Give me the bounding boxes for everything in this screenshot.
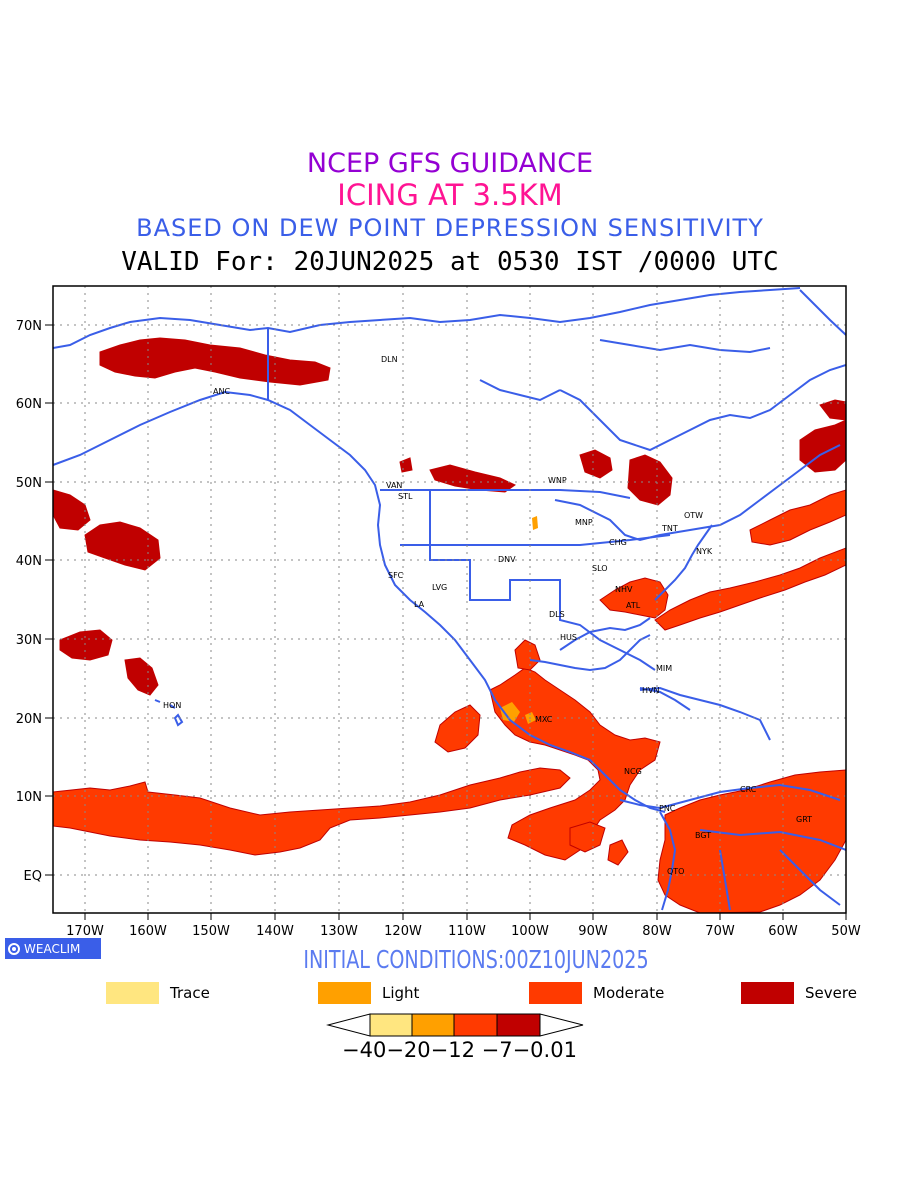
- colorbar-box-moderate: [453, 1013, 498, 1037]
- city-label: HUS: [560, 633, 577, 642]
- city-label: GRT: [796, 815, 812, 824]
- city-label: MIM: [656, 664, 672, 673]
- colorbar-box-trace: [369, 1013, 413, 1037]
- lon-label: 50W: [831, 924, 861, 939]
- city-label: CRC: [740, 785, 757, 794]
- legend-label: Trace: [170, 984, 210, 1002]
- city-label: PNC: [659, 804, 676, 813]
- map-content: [53, 287, 846, 913]
- lat-label: 30N: [16, 633, 42, 648]
- logo-icon: [8, 942, 20, 955]
- legend-swatch: [106, 982, 159, 1004]
- icing-severe-areas: [53, 337, 846, 696]
- lon-label: 160W: [129, 924, 167, 939]
- lat-label: 60N: [16, 397, 42, 412]
- city-label: MXC: [535, 715, 553, 724]
- lon-label: 70W: [705, 924, 735, 939]
- city-label: ATL: [626, 601, 641, 610]
- lat-label: 50N: [16, 476, 42, 491]
- legend-swatch: [741, 982, 794, 1004]
- city-label: HON: [163, 701, 181, 710]
- lon-label: 120W: [384, 924, 422, 939]
- city-label: NCG: [624, 767, 642, 776]
- city-label: BGT: [695, 831, 711, 840]
- legend-swatch: [318, 982, 371, 1004]
- lon-label: 80W: [642, 924, 672, 939]
- colorbar-labels: −40−20−12 −7−0.01: [342, 1038, 577, 1062]
- lat-label: 10N: [16, 790, 42, 805]
- legend-label: Severe: [805, 984, 857, 1002]
- lon-label: 100W: [511, 924, 549, 939]
- city-label: SFC: [388, 571, 404, 580]
- city-label: WNP: [548, 476, 567, 485]
- city-label: STL: [398, 492, 413, 501]
- city-label: SLO: [592, 564, 608, 573]
- title-line-1: NCEP GFS GUIDANCE: [306, 148, 594, 179]
- colorbar-left-arrow: [326, 1013, 371, 1037]
- city-label: DNV: [498, 555, 516, 564]
- legend-label: Light: [382, 984, 420, 1002]
- legend-item-trace: Trace: [106, 982, 210, 1004]
- lon-label: 170W: [66, 924, 104, 939]
- title-line-2: ICING AT 3.5KM: [337, 178, 563, 212]
- initial-conditions: INITIAL CONDITIONS:00Z10JUN2025: [303, 945, 649, 974]
- colorbar-right-arrow: [539, 1013, 584, 1037]
- lat-axis: [45, 324, 53, 876]
- city-label: QTO: [667, 867, 684, 876]
- city-label: LVG: [432, 583, 447, 592]
- city-label: CHG: [609, 538, 627, 547]
- city-label: LA: [414, 600, 425, 609]
- legend-label: Moderate: [593, 984, 665, 1002]
- city-label: VAN: [386, 481, 402, 490]
- city-label: HVN: [642, 686, 659, 695]
- city-label: MNP: [575, 518, 593, 527]
- lat-labels: 70N 60N 50N 40N 30N 20N 10N EQ: [16, 319, 42, 884]
- logo-text: WEACLIM: [24, 941, 81, 956]
- city-label: DLN: [381, 355, 398, 364]
- city-label: ANC: [213, 387, 230, 396]
- lon-label: 150W: [192, 924, 230, 939]
- lon-labels: 170W 160W 150W 140W 130W 120W 110W 100W …: [66, 924, 861, 939]
- city-label: DLS: [549, 610, 565, 619]
- colorbar-box-severe: [496, 1013, 541, 1037]
- coastlines: [53, 287, 846, 911]
- lon-label: 140W: [256, 924, 294, 939]
- lon-label: 130W: [320, 924, 358, 939]
- map-frame: [52, 285, 847, 914]
- title-line-3: BASED ON DEW POINT DEPRESSION SENSITIVIT…: [136, 214, 764, 242]
- lon-axis: [84, 913, 847, 920]
- lon-label: 60W: [768, 924, 798, 939]
- lon-label: 90W: [578, 924, 608, 939]
- legend-item-severe: Severe: [741, 982, 857, 1004]
- valid-time-line: VALID For: 20JUN2025 at 0530 IST /0000 U…: [121, 247, 779, 277]
- city-label: NYK: [696, 547, 713, 556]
- colorbar-box-light: [411, 1013, 455, 1037]
- lat-label: 70N: [16, 319, 42, 334]
- lat-label: 40N: [16, 554, 42, 569]
- city-label: TNT: [661, 524, 678, 533]
- legend-swatch: [529, 982, 582, 1004]
- lat-label: 20N: [16, 712, 42, 727]
- lon-label: 110W: [448, 924, 486, 939]
- city-label: NHV: [615, 585, 633, 594]
- weaclim-logo: WEACLIM: [5, 938, 101, 959]
- lat-label: EQ: [24, 869, 42, 884]
- legend-item-moderate: Moderate: [529, 982, 664, 1004]
- colorbar: [326, 1013, 584, 1037]
- city-label: OTW: [684, 511, 703, 520]
- legend-item-light: Light: [318, 982, 419, 1004]
- city-labels: DLN ANC VAN STL WNP MNP OTW TNT CHG NYK …: [163, 355, 812, 876]
